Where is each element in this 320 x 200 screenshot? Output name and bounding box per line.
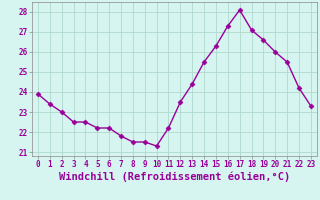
- X-axis label: Windchill (Refroidissement éolien,°C): Windchill (Refroidissement éolien,°C): [59, 172, 290, 182]
